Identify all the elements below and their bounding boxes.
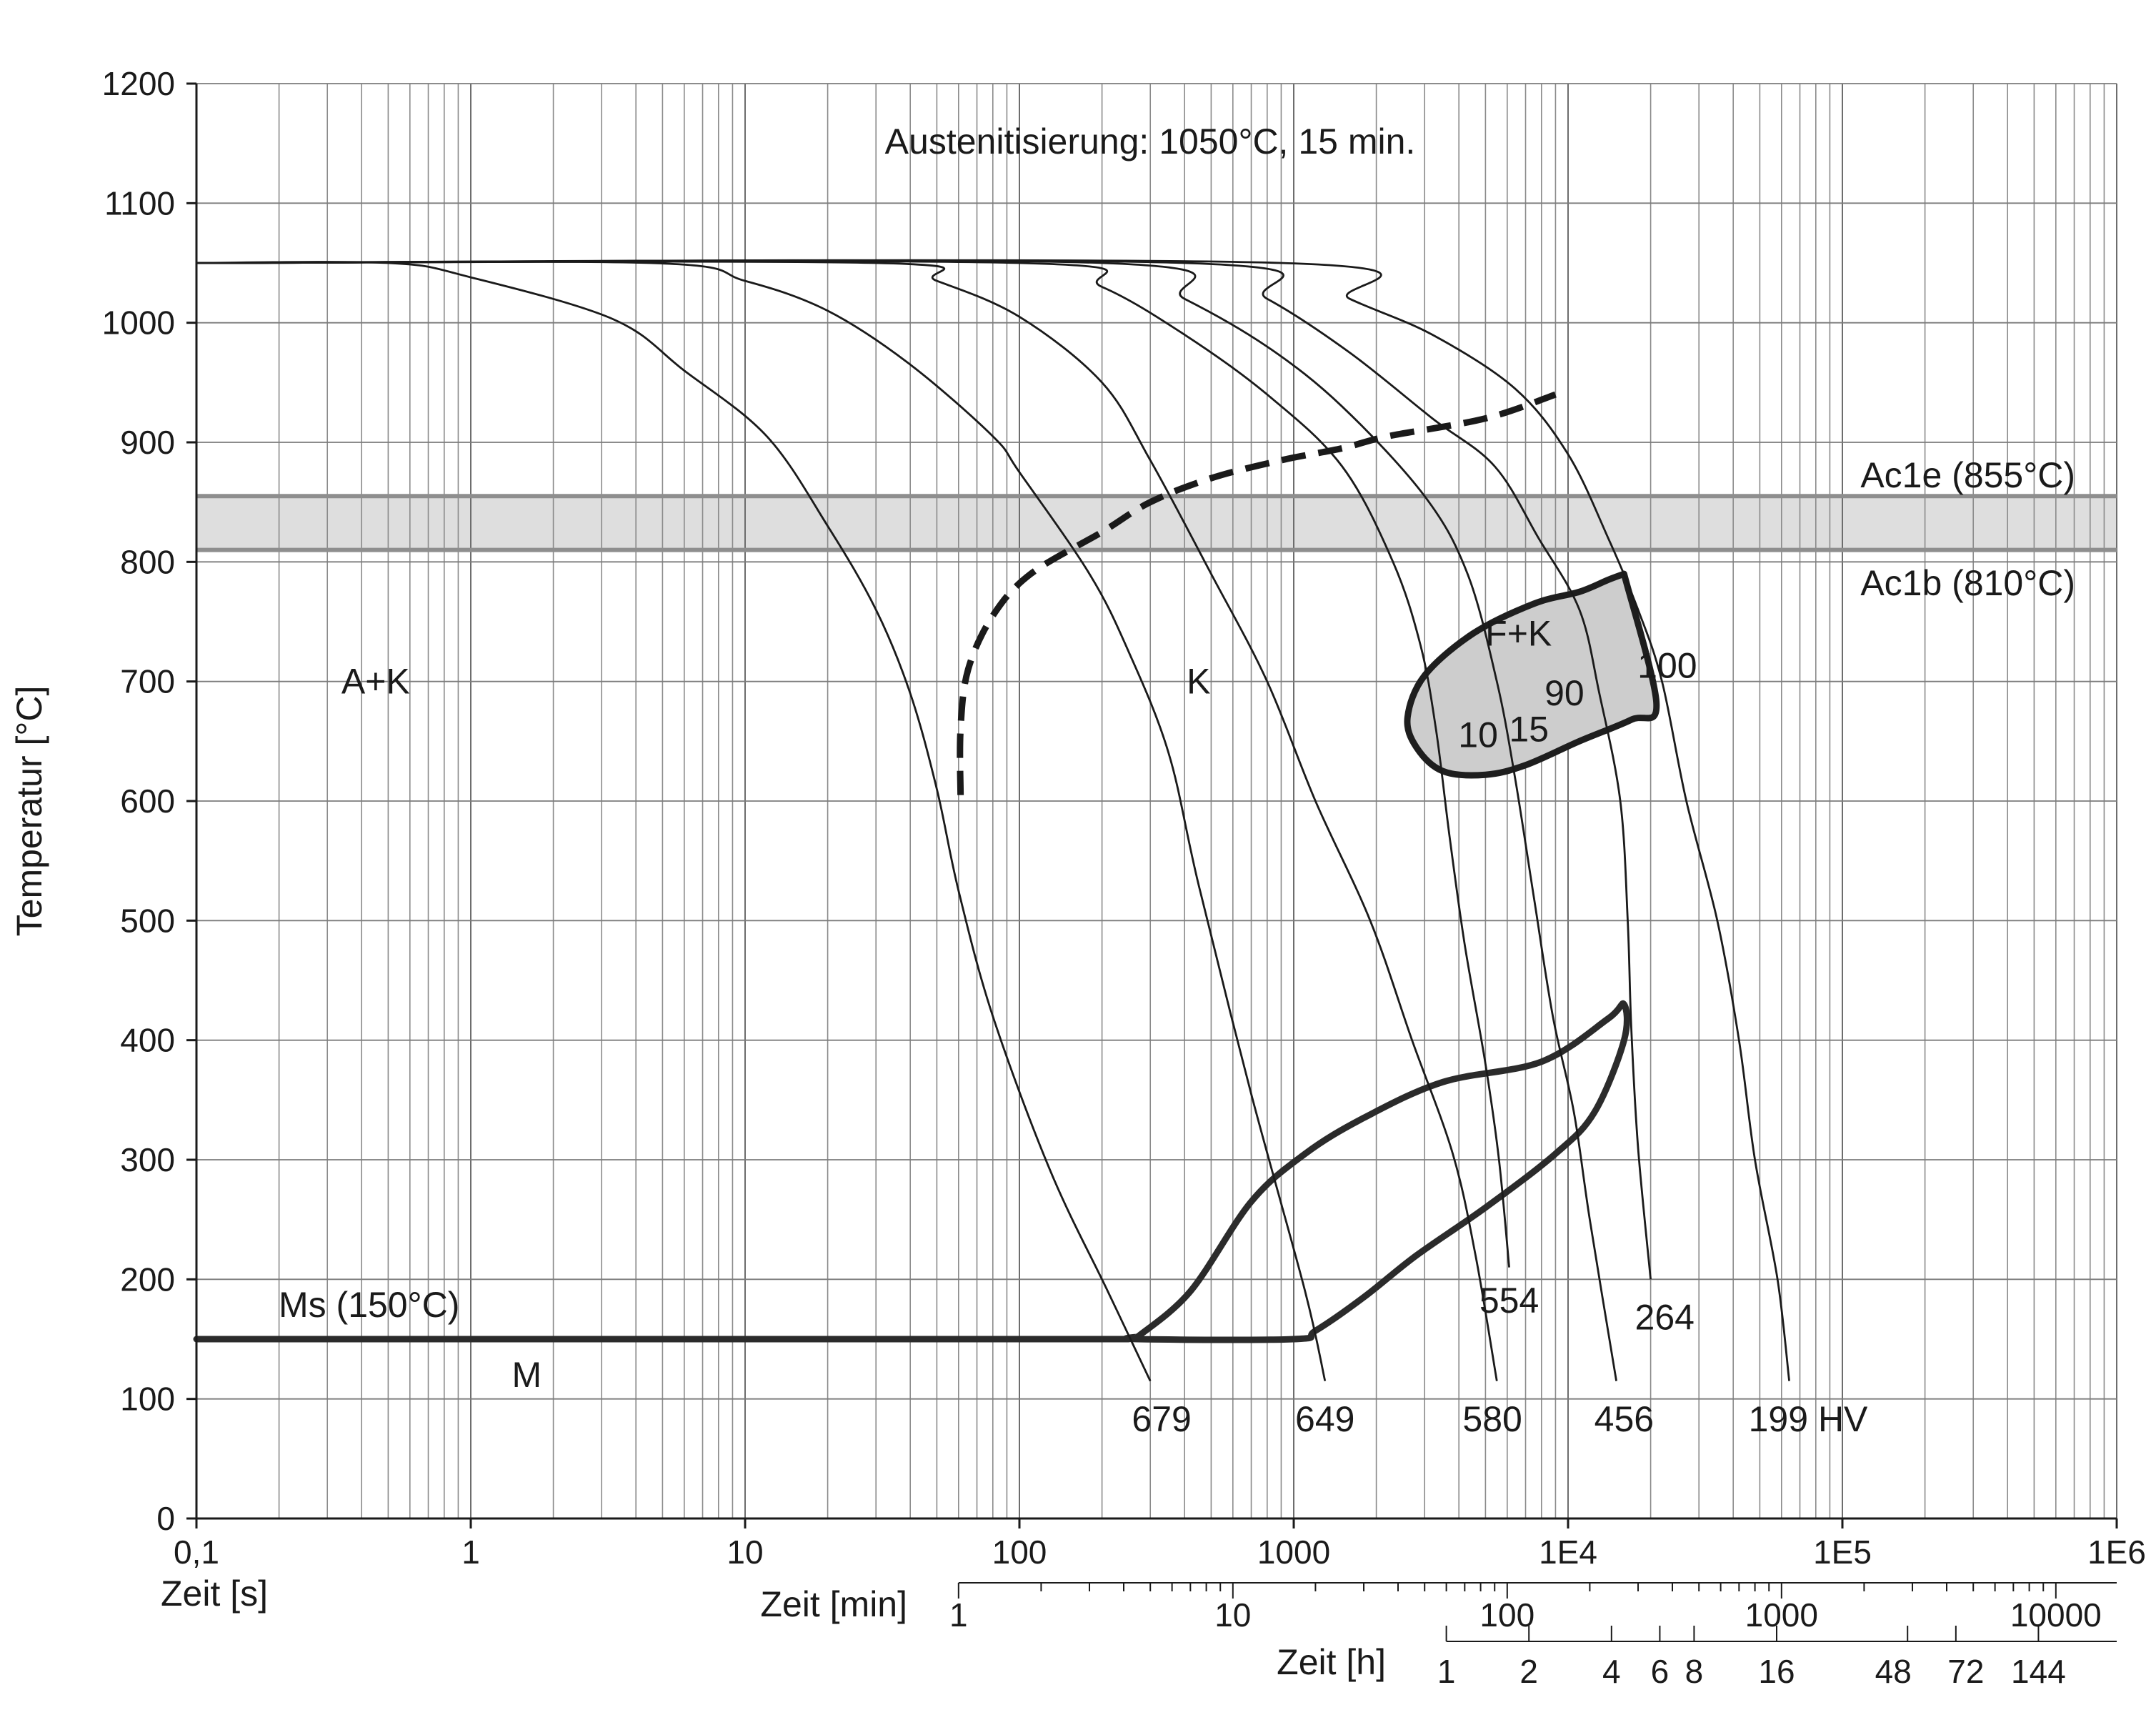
x-axis-label-minutes: Zeit [min]: [760, 1584, 907, 1624]
hardness-label: 649: [1295, 1399, 1354, 1439]
cooling-curves: [196, 259, 1790, 1382]
x-tick-label-hours: 144: [2011, 1653, 2066, 1690]
ferrite-carbide-region: [1404, 570, 1660, 779]
cooling-curve-649: [196, 260, 1327, 1381]
transformation-regions: [193, 391, 1660, 1343]
y-tick-label: 300: [120, 1141, 175, 1178]
x-tick-label-minutes: 1: [949, 1596, 968, 1634]
ms-label: Ms (150°C): [279, 1285, 459, 1325]
ac1-band: [196, 496, 2117, 550]
hardness-label: 456: [1594, 1399, 1654, 1439]
x-tick-label-hours: 1: [1437, 1653, 1456, 1690]
x-tick-label-seconds: 1: [461, 1533, 480, 1571]
y-tick-label: 800: [120, 543, 175, 580]
x-tick-label-seconds: 10: [727, 1533, 763, 1571]
ac1e-label: Ac1e (855°C): [1860, 455, 2075, 495]
y-tick-label: 400: [120, 1022, 175, 1059]
grid: [196, 83, 2117, 1518]
x-tick-label-hours: 16: [1758, 1653, 1795, 1690]
y-tick-label: 1000: [102, 304, 175, 342]
y-tick-label: 900: [120, 424, 175, 461]
cooling-curve-456: [196, 259, 1617, 1381]
region-label: F+K: [1485, 613, 1552, 653]
fk-percent-label: 15: [1509, 709, 1549, 749]
x-axis-label-seconds: Zeit [s]: [161, 1574, 268, 1614]
x-tick-label-hours: 6: [1651, 1653, 1670, 1690]
y-axis-label: Temperatur [°C]: [9, 686, 49, 937]
x-tick-label-minutes: 10000: [2010, 1596, 2102, 1634]
cooling-curve-580: [196, 260, 1498, 1381]
y-tick-label: 0: [156, 1500, 175, 1537]
x-tick-label-seconds: 100: [992, 1533, 1047, 1571]
region-label: M: [512, 1355, 542, 1395]
y-tick-label: 1200: [102, 65, 175, 102]
x-tick-label-seconds: 1E4: [1539, 1533, 1597, 1571]
region-label: A+K: [341, 661, 410, 701]
ac1b-label: Ac1b (810°C): [1860, 563, 2075, 603]
y-tick-label: 200: [120, 1261, 175, 1298]
x-tick-label-hours: 2: [1519, 1653, 1538, 1690]
x-tick-label-hours: 8: [1685, 1653, 1704, 1690]
fk-percent-label: 10: [1458, 715, 1498, 755]
y-tick-label: 100: [120, 1381, 175, 1418]
x-tick-label-seconds: 0,1: [174, 1533, 219, 1571]
carbide-start-dashed-curve: [957, 391, 1557, 795]
y-tick-label: 1100: [104, 184, 175, 222]
cooling-curve-554: [196, 260, 1510, 1268]
cooling-curve-264: [196, 259, 1652, 1280]
region-label: K: [1187, 661, 1210, 701]
hardness-label: 199 HV: [1749, 1399, 1868, 1439]
y-tick-label: 600: [120, 782, 175, 820]
cooling-curve-199-hv: [196, 259, 1790, 1381]
hardness-label: 580: [1462, 1399, 1522, 1439]
x-tick-label-minutes: 10: [1214, 1596, 1251, 1634]
hardness-label: 264: [1635, 1298, 1695, 1338]
x-tick-label-seconds: 1E5: [1813, 1533, 1872, 1571]
bainite-region: [1122, 1000, 1630, 1343]
y-tick-label: 700: [120, 663, 175, 700]
hardness-label: 554: [1479, 1281, 1539, 1321]
chart-title: Austenitisierung: 1050°C, 15 min.: [885, 121, 1416, 161]
x-tick-label-seconds: 1000: [1257, 1533, 1330, 1571]
x-tick-label-seconds: 1E6: [2087, 1533, 2146, 1571]
fk-percent-label: 100: [1637, 646, 1697, 686]
hardness-label: 679: [1132, 1399, 1191, 1439]
ac1-band-fill: [196, 496, 2117, 550]
cooling-curve-679: [196, 261, 1152, 1382]
y-tick-label: 500: [120, 902, 175, 939]
axes: 0100200300400500600700800900100011001200…: [102, 65, 2146, 1690]
x-tick-label-hours: 4: [1602, 1653, 1621, 1690]
fk-percent-label: 90: [1544, 673, 1584, 713]
x-tick-label-hours: 48: [1875, 1653, 1912, 1690]
x-tick-label-hours: 72: [1947, 1653, 1984, 1690]
x-axis-label-hours: Zeit [h]: [1277, 1642, 1386, 1682]
x-tick-label-minutes: 1000: [1745, 1596, 1818, 1634]
x-tick-label-minutes: 100: [1479, 1596, 1534, 1634]
